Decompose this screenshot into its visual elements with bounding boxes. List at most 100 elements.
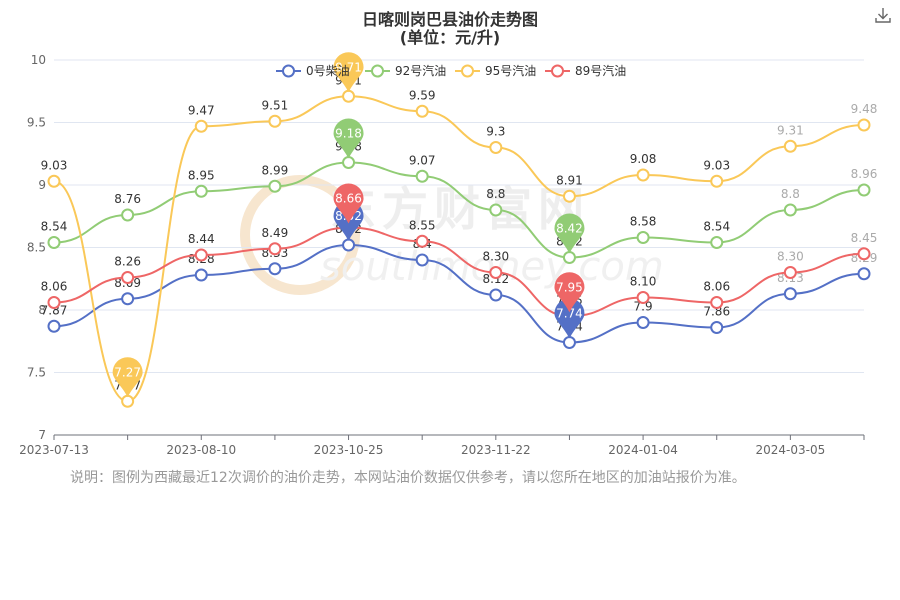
series-line [53,243,865,344]
data-point [562,336,576,349]
pin-label: 7.74 [556,307,583,321]
data-point [710,174,724,188]
pin-label: 9.18 [335,127,362,141]
pin-marker [554,213,585,254]
series-layer: 7.878.098.288.338.528.48.127.747.97.868.… [41,73,878,408]
y-tick-label: 9 [38,178,46,192]
data-point [121,208,135,222]
pin-label: 8.42 [556,222,583,236]
data-point [47,174,61,188]
data-point [342,238,356,252]
data-point [489,288,503,302]
pin-marker [554,272,585,313]
data-point [121,292,135,306]
data-point [489,266,503,279]
pin-marker [112,357,143,398]
data-point [783,266,797,279]
data-label: 8.54 [703,220,730,234]
data-point [268,262,282,276]
axes: 7 7.5 8 8.5 9 9.5 10 2023-07-13 2023-08-10 2023-1… [19,53,865,457]
legend-label: 95号汽油 [485,63,536,78]
data-point [121,394,135,408]
data-label: 8.91 [556,173,583,187]
data-label: 8.49 [262,226,289,240]
pin-label: 8.66 [335,192,362,206]
data-point [857,247,871,261]
y-tick-label: 9.5 [27,116,46,130]
data-point [47,296,61,309]
data-label: 9.3 [486,125,505,139]
data-point [194,248,208,262]
data-label: 8.30 [482,250,509,264]
data-point [489,141,503,154]
data-point [857,267,871,281]
legend-label: 92号汽油 [395,63,446,78]
y-tick-label: 8.5 [27,241,46,255]
legend-marker [551,64,564,78]
data-label: 8.55 [409,218,436,232]
data-label: 8.96 [851,167,878,181]
data-point [783,203,797,217]
data-point [857,183,871,197]
data-label: 8.44 [188,232,215,246]
data-label: 8.58 [630,215,657,229]
data-point [636,231,650,244]
data-label: 8.95 [188,168,215,182]
data-point [47,319,61,333]
data-label: 8.54 [41,220,68,234]
series-line [53,226,865,318]
download-icon[interactable] [874,6,892,24]
legend[interactable]: 0号柴油 92号汽油 95号汽油 89号汽油 [276,63,626,78]
data-point [194,184,208,198]
grid [54,59,864,373]
pin-label: 7.27 [114,365,141,379]
x-tick-label: 2024-03-05 [755,443,825,457]
x-tick-label: 2023-08-10 [166,443,236,457]
data-point [562,189,576,203]
y-tick-label: 7 [38,428,46,442]
pin-marker [554,298,585,339]
data-label: 9.31 [777,123,804,137]
data-label: 8.76 [114,192,141,206]
pin-marker [333,52,364,93]
data-point [194,119,208,133]
data-point [268,114,282,128]
data-label: 8.30 [777,250,804,264]
legend-marker [282,64,295,78]
x-tick-label: 2023-10-25 [314,443,384,457]
watermark-logo [240,175,360,295]
data-label: 9.03 [41,158,68,172]
y-tick-label: 7.5 [27,366,46,380]
data-label: 9.51 [262,98,289,112]
legend-marker [461,64,474,78]
data-point [710,321,724,334]
data-label: 9.08 [630,152,657,166]
data-point [268,179,282,193]
data-point [783,287,797,301]
data-point [194,268,208,282]
data-label: 8.06 [703,280,730,294]
data-label: 9.47 [188,103,215,117]
data-point [636,168,650,182]
markers: 8.527.749.188.429.717.278.667.95 [112,52,585,398]
x-tick-label: 2024-01-04 [608,443,678,457]
data-label: 8.06 [41,280,68,294]
data-label: 8.45 [851,231,878,245]
pin-marker [333,118,364,159]
data-point [415,234,429,248]
data-point [47,236,61,249]
legend-marker [371,64,384,78]
data-point [562,251,576,264]
watermark-text: southmoney.com [320,244,664,290]
data-point [636,316,650,329]
data-label: 8.10 [630,275,657,289]
data-point [489,203,503,217]
data-point [268,242,282,256]
data-point [710,296,724,309]
data-point [636,291,650,304]
data-label: 7.87 [41,303,68,317]
data-label: 7.9 [634,300,653,314]
x-tick-label: 2023-11-22 [461,443,531,457]
